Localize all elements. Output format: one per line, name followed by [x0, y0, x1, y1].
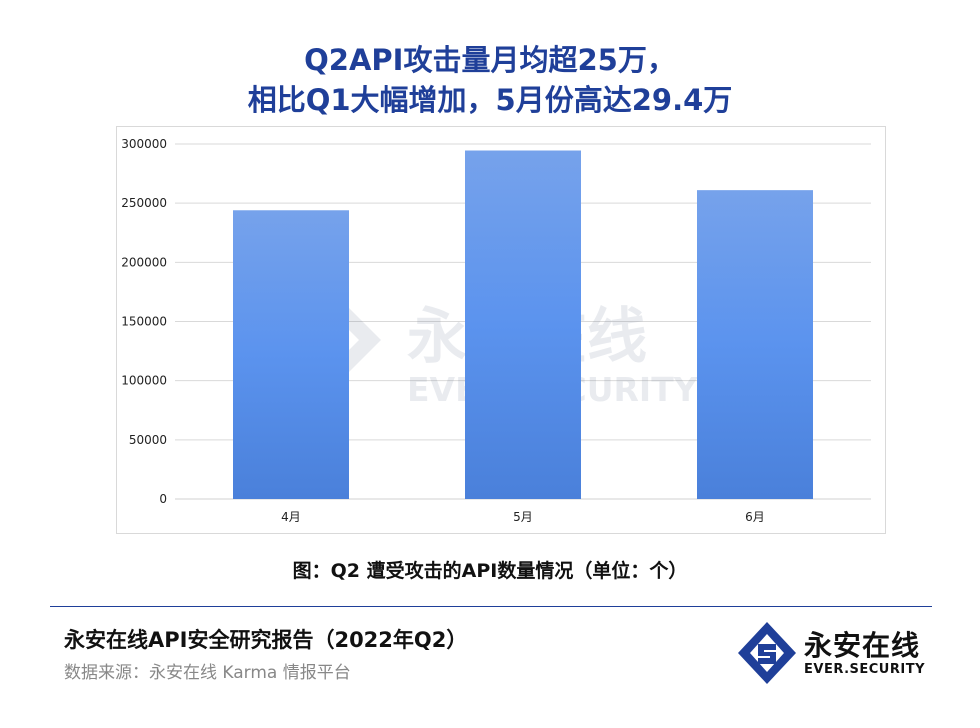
data-source: 数据来源：永安在线 Karma 情报平台 — [64, 663, 351, 683]
y-tick-label: 200000 — [121, 255, 167, 269]
y-tick-label: 0 — [159, 492, 167, 506]
chart-title-line-2: 相比Q1大幅增加，5月份高达29.4万 — [247, 83, 733, 117]
ever-security-logo-icon — [738, 622, 796, 684]
logo-text-en: EVER.SECURITY — [804, 662, 925, 677]
footer-divider — [50, 606, 932, 607]
y-axis-tick-labels: 0 50000 100000 150000 200000 250000 300000 — [121, 137, 167, 506]
x-tick-label: 6月 — [745, 510, 765, 524]
x-axis-tick-labels: 4月 5月 6月 — [281, 510, 765, 524]
y-tick-label: 150000 — [121, 315, 167, 329]
chart-title: Q2API攻击量月均超25万， 相比Q1大幅增加，5月份高达29.4万 — [0, 40, 980, 120]
report-title: 永安在线API安全研究报告（2022年Q2） — [64, 628, 468, 652]
bars — [233, 150, 813, 499]
bar-3 — [697, 190, 813, 499]
bar-chart: 永安在线 EVER.SECURITY 050000100000150000200… — [121, 137, 871, 524]
brand-logo: 永安在线 EVER.SECURITY — [736, 620, 936, 686]
bar-1 — [233, 210, 349, 499]
chart-frame: 永安在线 EVER.SECURITY 050000100000150000200… — [116, 126, 886, 534]
chart-caption: 图：Q2 遭受攻击的API数量情况（单位：个） — [292, 560, 688, 582]
y-tick-label: 50000 — [129, 433, 167, 447]
y-tick-label: 300000 — [121, 137, 167, 151]
chart-title-line-1: Q2API攻击量月均超25万， — [304, 43, 676, 77]
logo-text-cn: 永安在线 — [804, 629, 921, 662]
y-tick-label: 250000 — [121, 196, 167, 210]
y-tick-label: 100000 — [121, 374, 167, 388]
x-tick-label: 5月 — [513, 510, 533, 524]
bar-2 — [465, 150, 581, 499]
x-tick-label: 4月 — [281, 510, 301, 524]
